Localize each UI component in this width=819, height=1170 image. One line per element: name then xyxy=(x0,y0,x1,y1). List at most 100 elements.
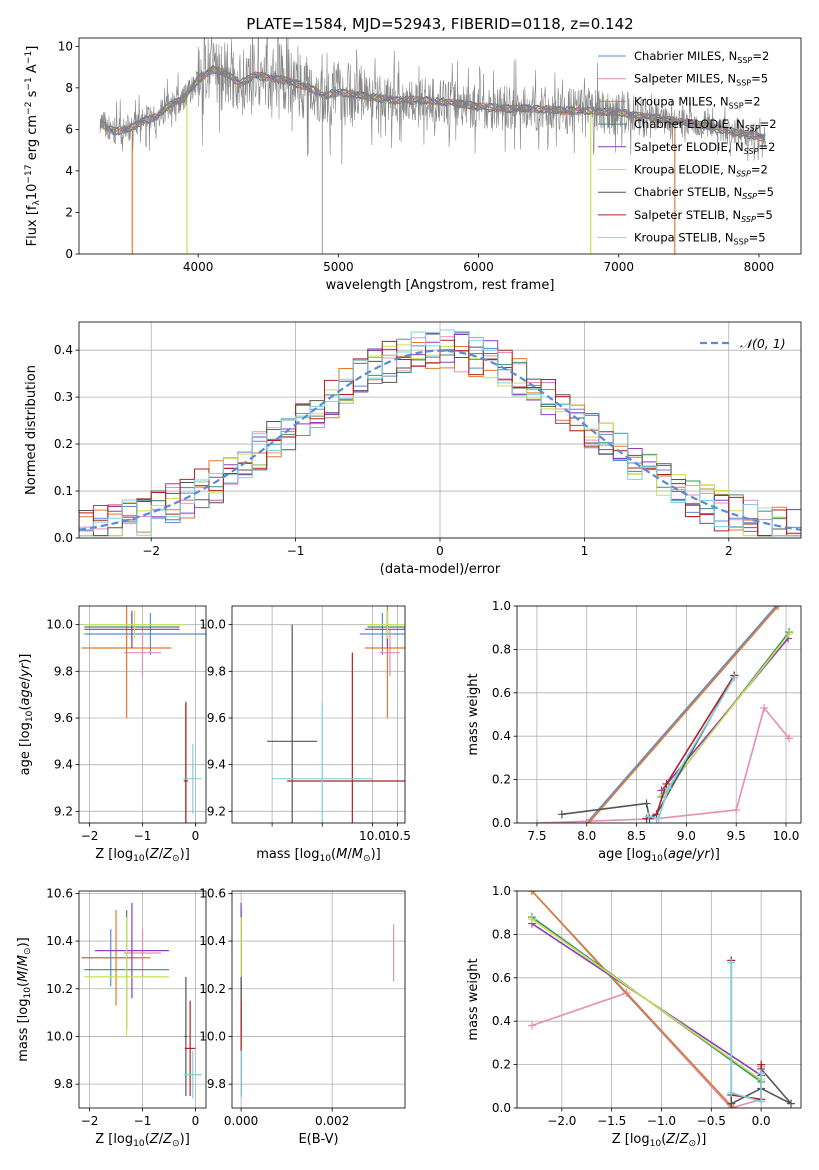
y-tick-label: 4 xyxy=(65,164,73,178)
weight-line xyxy=(531,891,734,1108)
normal-curve xyxy=(79,349,801,531)
weight-marker xyxy=(727,958,736,967)
weight-marker xyxy=(774,606,783,610)
legend-label: Salpeter MILES, NSSP=5 xyxy=(634,72,768,88)
y-tick-label: 0.6 xyxy=(492,686,511,700)
plot-area-residual-hist xyxy=(79,329,801,538)
weight-marker xyxy=(729,1104,738,1108)
y-tick-label: 0 xyxy=(65,247,73,261)
y-tick-label: 0.4 xyxy=(492,729,511,743)
x-tick-label: 10.0 xyxy=(359,829,386,843)
x-tick-label: −2 xyxy=(142,544,160,558)
y-tick-label: 0.0 xyxy=(492,816,511,830)
x-tick-label: 7000 xyxy=(603,260,634,274)
x-tick-label: 0.002 xyxy=(315,1114,349,1128)
axes-frame xyxy=(78,321,802,539)
legend-label: Kroupa MILES, NSSP=2 xyxy=(634,94,761,110)
y-tick-label: 0.0 xyxy=(54,531,73,545)
y-tick-label: 10.2 xyxy=(199,982,226,996)
y-tick-label: 0.8 xyxy=(492,642,511,656)
x-tick-label: 0 xyxy=(192,1114,200,1128)
y-tick-label: 9.8 xyxy=(207,1077,226,1091)
x-tick-label: 0 xyxy=(192,829,200,843)
weight-marker xyxy=(732,805,741,814)
weight-marker xyxy=(532,819,541,823)
weight-marker xyxy=(727,1088,736,1097)
weight-line xyxy=(648,677,735,820)
x-tick-label: −2.0 xyxy=(547,1114,576,1128)
y-tick-label: 0.6 xyxy=(492,971,511,985)
legend-label: Chabrier STELIB, NSSP=5 xyxy=(634,185,774,201)
x-axis-label: Z [log10(Z/Z⊙)] xyxy=(612,1132,707,1149)
axes-frame xyxy=(231,890,406,1109)
plot-area-mass-vs-Z xyxy=(81,902,202,1099)
legend-label: Salpeter ELODIE, NSSP=2 xyxy=(634,140,775,156)
axes-mass-vs-Z: −2 −1 0 9.8 10.0 10.2 10.4 10.6 Z [log10(Z/Z⊙)] m… xyxy=(16,886,207,1149)
plot-area-age-vs-mass xyxy=(267,606,405,823)
legend-label: Kroupa STELIB, NSSP=5 xyxy=(634,231,766,247)
legend-label: Chabrier ELODIE, NSSP=2 xyxy=(634,117,777,133)
x-axis-label: wavelength [Angstrom, rest frame] xyxy=(326,278,555,293)
axes-mass-weight-vs-age: 7.5 8.0 8.5 9.0 9.5 10.0 0.0 0.2 0.4 0.6 0.8 1.0 age… xyxy=(466,599,802,864)
y-tick-label: 10.6 xyxy=(199,886,226,900)
y-tick-label: 0.4 xyxy=(492,1014,511,1028)
y-axis-label: Normed distribution xyxy=(24,365,39,495)
weight-line xyxy=(730,962,762,1103)
x-tick-label: 8.5 xyxy=(627,829,646,843)
y-tick-label: 0.2 xyxy=(492,773,511,787)
axes-spectrum: 4000 5000 6000 7000 8000 0 2 4 6 8 10 wavelength [A… xyxy=(24,37,802,293)
axes-mass-weight-vs-Z: −2.0 −1.5 −1.0 −0.5 0.0 0.0 0.2 0.4 0.6 0.8 1.0 Z [… xyxy=(466,884,802,1149)
y-tick-label: 10.0 xyxy=(46,618,73,632)
x-tick-label: −1.5 xyxy=(597,1114,626,1128)
spectrum-legend: Chabrier MILES, NSSP=2 Salpeter MILES, NS… xyxy=(598,49,777,247)
x-tick-label: −2 xyxy=(81,829,99,843)
weight-marker xyxy=(527,1021,536,1030)
y-tick-label: 0.1 xyxy=(54,484,73,498)
weight-marker xyxy=(760,703,769,712)
weight-marker xyxy=(757,1060,766,1069)
histogram-step xyxy=(79,329,801,538)
x-tick-label: 9.0 xyxy=(677,829,696,843)
axes-frame xyxy=(516,605,802,824)
plot-area-mass-vs-ebv xyxy=(240,902,395,1099)
y-tick-label: 10.4 xyxy=(199,934,226,948)
y-tick-label: 10.4 xyxy=(46,934,73,948)
axes-frame xyxy=(516,890,802,1109)
axes-residual-hist: −2 −1 0 1 2 0.0 0.1 0.2 0.3 0.4 (data-model)/error… xyxy=(24,321,802,577)
plot-area-age-vs-Z xyxy=(81,606,206,823)
y-tick-label: 9.8 xyxy=(54,664,73,678)
plot-area-mass-weight-vs-age xyxy=(532,606,794,823)
weight-marker xyxy=(654,814,663,823)
legend-label: Salpeter STELIB, NSSP=5 xyxy=(634,208,773,224)
y-tick-label: 10.0 xyxy=(46,1029,73,1043)
x-tick-label: −0.5 xyxy=(697,1114,726,1128)
x-axis-label: Z [log10(Z/Z⊙)] xyxy=(95,847,190,864)
axes-frame xyxy=(231,605,406,824)
x-tick-label: −2 xyxy=(81,1114,99,1128)
x-tick-label: −1.0 xyxy=(647,1114,676,1128)
x-tick-label: 6000 xyxy=(463,260,494,274)
x-tick-label: −1 xyxy=(134,829,152,843)
y-tick-label: 8 xyxy=(65,81,73,95)
x-axis-label: age [log10(age/yr)] xyxy=(598,847,720,864)
y-tick-label: 9.4 xyxy=(54,758,73,772)
y-tick-label: 0.4 xyxy=(54,343,73,357)
axes-frame xyxy=(78,890,207,1109)
y-tick-label: 9.2 xyxy=(207,804,226,818)
x-tick-label: 5000 xyxy=(323,260,354,274)
x-axis-label: mass [log10(M/M⊙)] xyxy=(256,847,380,864)
plot-area-spectrum xyxy=(99,38,767,254)
y-tick-label: 2 xyxy=(65,205,73,219)
y-tick-label: 9.8 xyxy=(207,664,226,678)
weight-line xyxy=(561,675,735,820)
x-tick-label: 0.000 xyxy=(224,1114,258,1128)
y-tick-label: 9.6 xyxy=(54,711,73,725)
page-title: PLATE=1584, MJD=52943, FIBERID=0118, z=0… xyxy=(246,15,633,33)
y-tick-label: 9.6 xyxy=(207,711,226,725)
y-tick-label: 6 xyxy=(65,122,73,136)
y-tick-label: 9.4 xyxy=(207,758,226,772)
plot-area-mass-weight-vs-Z xyxy=(527,891,796,1108)
x-tick-label: 4000 xyxy=(183,260,214,274)
